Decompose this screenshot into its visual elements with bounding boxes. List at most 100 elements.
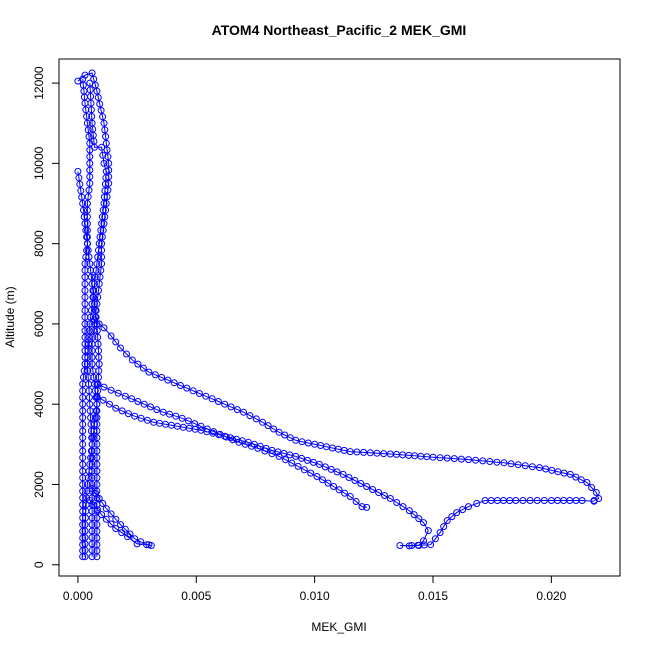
data-point (90, 293, 98, 301)
data-point (96, 273, 104, 281)
data-point (189, 387, 197, 395)
data-point (112, 338, 120, 346)
data-point (79, 481, 87, 488)
series-4 (74, 167, 103, 561)
data-point (229, 436, 237, 444)
data-point (93, 521, 101, 529)
data-point (75, 174, 83, 182)
data-point (436, 529, 444, 537)
data-point (107, 520, 115, 528)
data-point (195, 390, 203, 397)
data-point (95, 347, 102, 355)
data-point (93, 300, 101, 308)
data-point (128, 356, 136, 364)
data-point (270, 425, 278, 433)
data-point (87, 99, 95, 107)
data-point (89, 287, 97, 294)
data-point (246, 412, 254, 420)
data-point (140, 400, 148, 408)
series-6 (93, 380, 371, 511)
data-point (514, 461, 522, 469)
data-point (112, 525, 120, 533)
data-point (420, 519, 427, 527)
data-point (101, 180, 109, 188)
data-point (76, 180, 84, 188)
data-point (100, 220, 108, 228)
data-point (457, 455, 465, 463)
data-point (252, 415, 260, 423)
data-point (124, 533, 132, 541)
data-point (159, 408, 167, 416)
data-point (99, 396, 107, 404)
data-point (465, 503, 472, 511)
data-point (431, 535, 439, 543)
data-point (83, 240, 91, 248)
data-point (319, 476, 326, 484)
data-point (88, 474, 96, 482)
data-point (85, 253, 93, 261)
data-point (80, 373, 87, 381)
data-point (103, 146, 111, 154)
data-point (304, 456, 311, 464)
data-point (95, 240, 103, 248)
data-point (85, 340, 93, 348)
data-point (95, 246, 102, 254)
series-line (77, 171, 100, 557)
data-point (99, 151, 107, 159)
data-point (519, 497, 527, 504)
data-point (443, 454, 451, 462)
data-point (88, 553, 96, 561)
data-point (99, 206, 107, 214)
data-point (85, 394, 93, 401)
y-tick-label: 6000 (32, 310, 46, 337)
data-point (572, 473, 580, 481)
data-point (114, 389, 122, 397)
data-point (81, 360, 89, 368)
data-point (145, 368, 153, 376)
data-point (333, 468, 341, 476)
data-point (93, 440, 101, 448)
data-point (80, 213, 88, 221)
data-point (97, 226, 105, 234)
data-point (81, 327, 89, 335)
series-line (89, 500, 149, 546)
data-point (105, 159, 113, 167)
y-tick-label: 2000 (32, 471, 46, 498)
data-point (131, 412, 139, 420)
data-point (85, 467, 93, 475)
series-7 (93, 392, 598, 550)
data-point (292, 436, 300, 444)
data-point (386, 495, 394, 502)
data-point (521, 462, 529, 470)
data-point (346, 493, 354, 500)
data-point (240, 408, 248, 416)
series-line (82, 79, 91, 557)
data-point (98, 220, 106, 228)
data-point (107, 386, 115, 394)
data-point (440, 523, 448, 531)
data-point (393, 499, 401, 506)
data-point (87, 266, 95, 274)
data-point (81, 300, 89, 308)
series-3 (83, 79, 110, 561)
data-point (87, 414, 95, 422)
data-point (93, 327, 101, 335)
data-point (221, 400, 229, 408)
data-point (86, 460, 94, 468)
data-point (82, 501, 90, 509)
data-point (399, 503, 407, 511)
data-point (330, 483, 338, 490)
data-point (507, 460, 515, 468)
y-tick-label: 12000 (32, 66, 46, 100)
data-point (88, 360, 96, 368)
data-point (590, 497, 598, 505)
data-point (500, 459, 508, 467)
series-9 (86, 497, 153, 549)
data-point (79, 454, 87, 462)
data-point (98, 240, 106, 248)
data-point (86, 320, 94, 328)
data-point (294, 462, 302, 470)
data-point (88, 300, 96, 308)
data-point (89, 434, 97, 442)
series-8 (88, 485, 155, 549)
